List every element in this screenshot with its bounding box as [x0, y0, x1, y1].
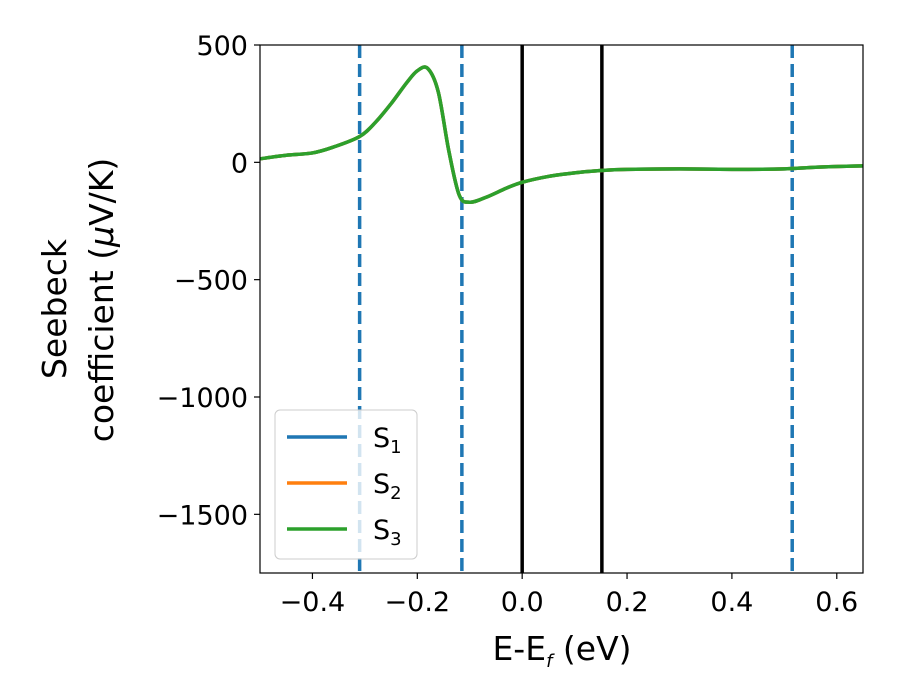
x-tick-label: 0.0: [501, 587, 544, 618]
legend-label-s3: S3: [373, 515, 402, 550]
legend-label-s2: S2: [373, 469, 402, 504]
legend: S1 S2 S3: [274, 409, 418, 560]
x-tick-label: 0.2: [606, 587, 649, 618]
legend-label-s1: S1: [373, 423, 402, 458]
y-axis-label-line2: coefficient (μV/K): [82, 158, 121, 443]
y-tick-label: −500: [174, 266, 248, 297]
x-tick-label: 0.6: [815, 587, 858, 618]
x-tick-label: −0.2: [385, 587, 451, 618]
series-line-s1: [260, 65, 863, 204]
y-tick-label: −1000: [157, 383, 248, 414]
series-line-s3: [260, 65, 863, 204]
y-tick-label: −1500: [157, 500, 248, 531]
x-tick-label: −0.4: [280, 587, 346, 618]
series-line-s2: [260, 65, 863, 204]
y-axis-label: Seebeck coefficient (μV/K): [35, 158, 121, 443]
y-tick-label: 500: [196, 31, 248, 62]
x-tick-label: 0.4: [710, 587, 753, 618]
x-axis-label: E-Ef (eV): [492, 629, 631, 672]
plot-frame: [259, 44, 864, 574]
y-tick-label: 0: [231, 148, 248, 179]
y-axis-label-line1: Seebeck: [35, 238, 74, 379]
